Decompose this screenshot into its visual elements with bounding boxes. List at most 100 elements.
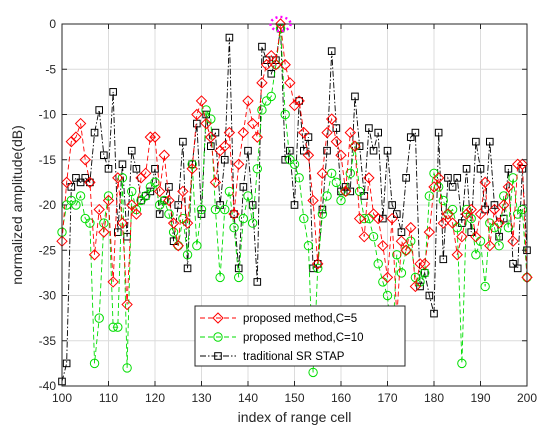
data-point: [298, 126, 310, 139]
data-point: [103, 191, 114, 201]
data-point: [127, 146, 136, 155]
data-point: [335, 149, 347, 161]
data-point: [79, 154, 91, 166]
data-point: [382, 290, 393, 301]
data-point: [237, 126, 250, 139]
data-point: [484, 240, 496, 252]
series-line: [61, 28, 528, 373]
data-point: [172, 240, 184, 252]
data-point: [163, 194, 175, 207]
data-point: [509, 260, 517, 268]
data-point: [258, 42, 266, 51]
data-point: [379, 214, 387, 223]
data-point: [409, 280, 422, 293]
data-point: [220, 204, 230, 215]
data-point: [220, 155, 229, 164]
data-point: [72, 174, 80, 182]
data-point: [418, 258, 431, 270]
data-point: [67, 183, 76, 191]
data-point: [472, 137, 480, 146]
data-point: [511, 158, 524, 170]
data-point: [308, 367, 318, 378]
data-point: [428, 181, 440, 193]
data-point: [411, 128, 420, 137]
data-point: [345, 168, 355, 179]
data-point: [516, 158, 529, 170]
data-point: [486, 137, 494, 146]
data-point: [122, 363, 132, 373]
data-point: [323, 146, 331, 155]
data-point: [144, 131, 157, 143]
data-point: [201, 105, 211, 115]
x-tick-label: 110: [99, 391, 118, 405]
data-point: [207, 142, 215, 150]
x-axis-label: index of range cell: [238, 409, 352, 425]
data-point: [100, 151, 108, 160]
data-point: [260, 59, 273, 71]
data-point: [474, 208, 487, 220]
data-point: [173, 241, 183, 251]
data-point: [239, 183, 248, 191]
data-point: [359, 213, 369, 224]
data-point: [293, 95, 305, 107]
data-point: [216, 201, 224, 209]
data-point: [151, 165, 159, 173]
data-point: [346, 187, 355, 196]
data-point: [444, 174, 452, 182]
data-point: [108, 322, 118, 332]
data-point: [430, 309, 438, 318]
data-point: [102, 194, 115, 207]
data-point: [252, 164, 262, 174]
data-point: [89, 358, 100, 369]
data-point: [458, 219, 466, 227]
data-point: [70, 131, 82, 143]
data-point: [344, 126, 357, 139]
x-tick-label: 100: [52, 391, 72, 405]
y-tick-label: -30: [39, 289, 57, 303]
data-point: [191, 108, 203, 121]
data-point: [200, 117, 212, 130]
data-point: [186, 163, 198, 175]
data-point: [374, 128, 382, 137]
data-point: [139, 167, 152, 180]
series-layer: [56, 18, 533, 386]
data-point: [195, 95, 208, 107]
data-point: [302, 149, 315, 161]
data-point: [414, 258, 426, 270]
data-point: [372, 212, 384, 225]
data-point: [330, 135, 343, 148]
data-point: [462, 165, 471, 173]
data-point: [406, 133, 415, 141]
data-point: [321, 126, 333, 139]
data-point: [104, 165, 113, 173]
x-tick-label: 170: [377, 391, 397, 405]
data-point: [257, 105, 267, 115]
data-point: [442, 208, 454, 220]
y-tick-label: -25: [39, 243, 57, 257]
x-tick-label: 180: [424, 391, 444, 405]
data-point: [179, 137, 187, 146]
x-tick-label: 200: [517, 391, 537, 405]
data-point: [393, 210, 401, 218]
data-point: [76, 178, 85, 187]
data-point: [228, 208, 240, 220]
data-point: [502, 181, 515, 193]
data-point: [149, 131, 161, 143]
data-point: [146, 187, 155, 196]
data-point: [90, 128, 99, 137]
data-point: [289, 159, 300, 169]
data-point: [215, 272, 225, 283]
data-point: [234, 272, 244, 283]
y-tick-label: -10: [39, 108, 57, 122]
data-point: [451, 249, 463, 261]
data-point: [471, 250, 481, 260]
data-point: [377, 240, 389, 252]
y-tick-label: -20: [39, 198, 57, 212]
data-point: [244, 146, 252, 155]
data-point: [331, 177, 342, 188]
data-point: [126, 199, 138, 211]
data-point: [116, 217, 129, 229]
y-tick-label: -40: [39, 379, 57, 393]
data-point: [243, 191, 253, 201]
